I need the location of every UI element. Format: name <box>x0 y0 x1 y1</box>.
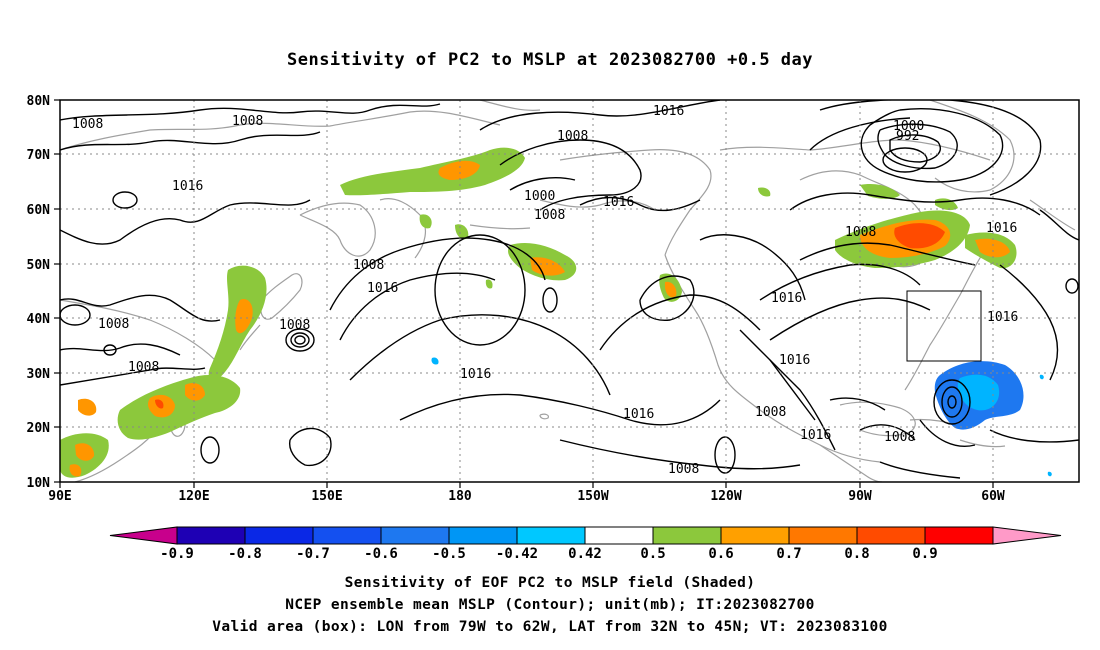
colorbar-tick-label: -0.5 <box>432 546 466 562</box>
lat-tick-label: 80N <box>27 94 51 109</box>
lat-tick-label: 40N <box>27 312 51 327</box>
contour-label: 1016 <box>986 221 1017 236</box>
colorbar-bin <box>924 526 994 545</box>
lat-tick-label: 10N <box>27 476 51 491</box>
contour-label: 1008 <box>534 208 565 223</box>
colorbar-bin <box>244 526 314 545</box>
colorbar-tick-label: 0.6 <box>708 546 733 562</box>
contour-label: 1016 <box>653 104 684 119</box>
axis-ticks <box>54 99 994 488</box>
contour-label: 1016 <box>460 367 491 382</box>
colorbar-tick-label: 0.42 <box>568 546 602 562</box>
caption-line-2: NCEP ensemble mean MSLP (Contour); unit(… <box>285 597 815 613</box>
sensitivity-shading <box>60 147 1052 478</box>
colorbar-bin <box>516 526 586 545</box>
contour-label: 1008 <box>668 462 699 477</box>
colorbar-tick-label: 0.7 <box>776 546 801 562</box>
lon-tick-label: 180 <box>448 489 472 504</box>
gridlines <box>60 100 1079 482</box>
contour-label: 1008 <box>557 129 588 144</box>
contour-label: 1016 <box>367 281 398 296</box>
contour-label: 1000 <box>524 189 555 204</box>
colorbar-bin <box>312 526 382 545</box>
colorbar-bin <box>176 526 246 545</box>
contour-label: 1016 <box>603 195 634 210</box>
lon-tick-label: 150E <box>311 489 342 504</box>
lon-tick-label: 120E <box>178 489 209 504</box>
colorbar-tick-label: 0.8 <box>844 546 869 562</box>
contour-label: 1016 <box>623 407 654 422</box>
plot-frame <box>59 99 1080 483</box>
colorbar-high-arrow <box>992 526 1062 545</box>
lon-tick-label: 90W <box>848 489 872 504</box>
caption-line-1: Sensitivity of EOF PC2 to MSLP field (Sh… <box>344 575 756 591</box>
contour-label: 1008 <box>72 117 103 132</box>
colorbar-tick-label: 0.9 <box>912 546 937 562</box>
longitude-labels: 90E 120E 150E 180 150W 120W 90W 60W <box>48 489 1005 504</box>
colorbar-bin <box>380 526 450 545</box>
colorbar-tick-label: -0.6 <box>364 546 398 562</box>
contour-label: 1008 <box>353 258 384 273</box>
latitude-labels: 80N 70N 60N 50N 40N 30N 20N 10N <box>27 94 51 491</box>
lat-tick-label: 70N <box>27 148 51 163</box>
contour-label: 1016 <box>987 310 1018 325</box>
lat-tick-label: 50N <box>27 258 51 273</box>
contour-label: 1008 <box>755 405 786 420</box>
colorbar-tick-label: -0.8 <box>228 546 262 562</box>
contour-label: 1008 <box>845 225 876 240</box>
colorbar-bin <box>448 526 518 545</box>
contour-label: 1008 <box>279 318 310 333</box>
lon-tick-label: 90E <box>48 489 71 504</box>
contour-label: 1008 <box>232 114 263 129</box>
contour-label: 992 <box>896 129 919 144</box>
lat-tick-label: 30N <box>27 367 51 382</box>
contour-label: 1008 <box>98 317 129 332</box>
colorbar-low-arrow <box>109 526 178 545</box>
lat-tick-label: 60N <box>27 203 51 218</box>
colorbar-bin <box>584 526 654 545</box>
lon-tick-label: 60W <box>981 489 1005 504</box>
colorbar-bin <box>856 526 926 545</box>
contour-labels: 1008 1008 1016 1008 1000 1008 1016 1016 … <box>72 104 1018 477</box>
contour-label: 1016 <box>771 291 802 306</box>
colorbar-bin <box>720 526 790 545</box>
contour-label: 1008 <box>884 430 915 445</box>
colorbar-tick-label: -0.9 <box>160 546 194 562</box>
contour-label: 1016 <box>172 179 203 194</box>
colorbar-bin <box>788 526 858 545</box>
colorbar-tick-label: -0.7 <box>296 546 330 562</box>
colorbar-tick-label: -0.42 <box>496 546 538 562</box>
contour-label: 1016 <box>779 353 810 368</box>
lat-tick-label: 20N <box>27 421 51 436</box>
colorbar-tick-label: 0.5 <box>640 546 665 562</box>
contour-label: 1008 <box>128 360 159 375</box>
colorbar-bin <box>652 526 722 545</box>
contour-label: 1000 <box>893 119 924 134</box>
map-title: Sensitivity of PC2 to MSLP at 2023082700… <box>286 50 813 70</box>
mslp-contours <box>60 100 1079 479</box>
caption-block: Sensitivity of EOF PC2 to MSLP field (Sh… <box>0 572 1100 638</box>
contour-label: 1016 <box>800 428 831 443</box>
lon-tick-label: 150W <box>577 489 608 504</box>
lon-tick-label: 120W <box>710 489 741 504</box>
caption-line-3: Valid area (box): LON from 79W to 62W, L… <box>212 619 888 635</box>
colorbar: -0.9 -0.8 -0.7 -0.6 -0.5 -0.42 0.42 0.5 0.6 0.7 0.… <box>109 526 1062 562</box>
valid-area-box <box>906 290 982 362</box>
